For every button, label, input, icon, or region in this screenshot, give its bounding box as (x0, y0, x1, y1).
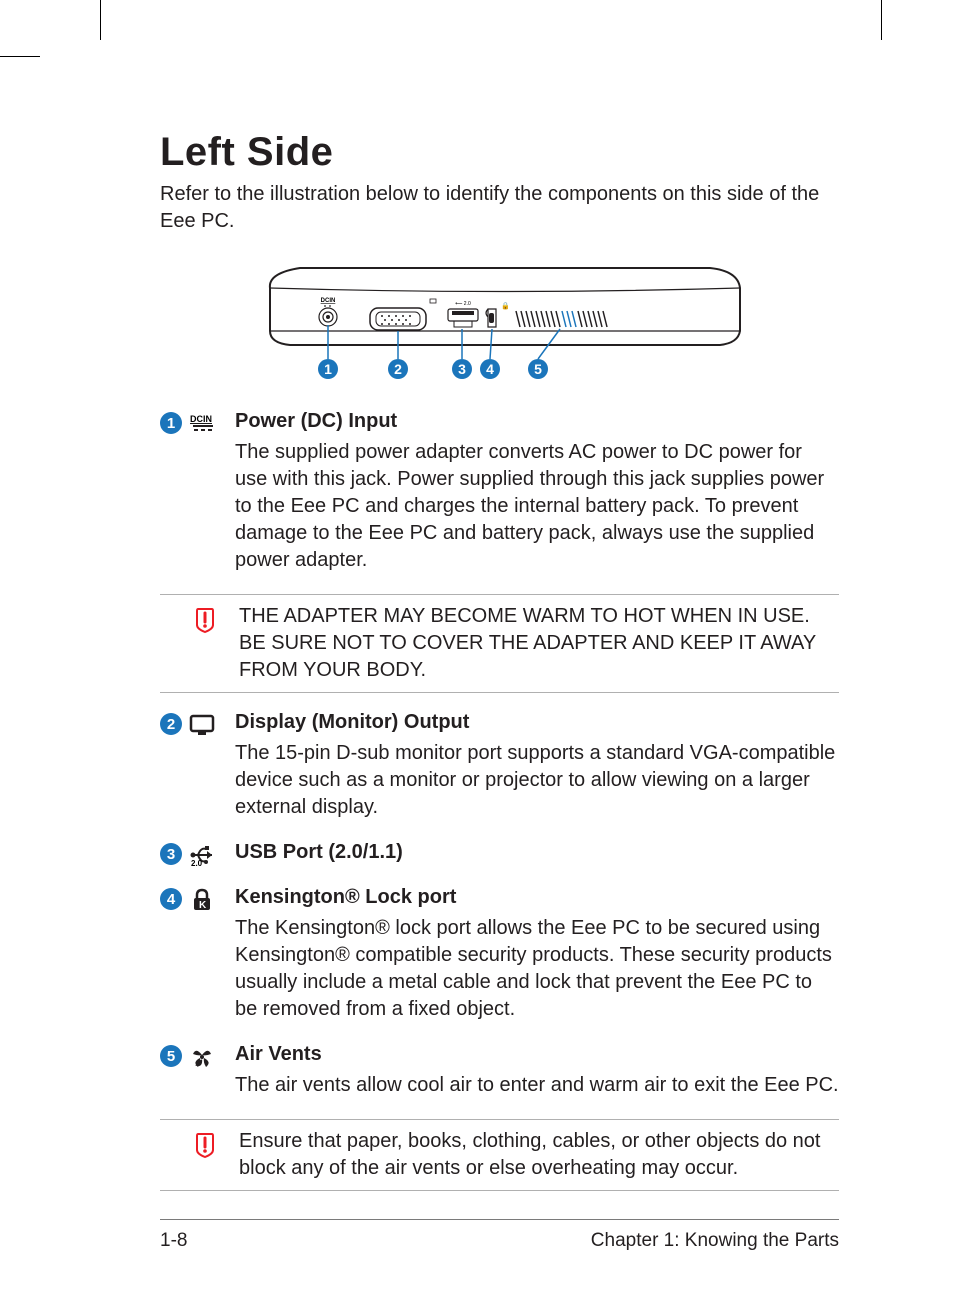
intro-text: Refer to the illustration below to ident… (160, 181, 839, 235)
side-diagram: DCIN ⟵ 2.0 🔒 (160, 253, 839, 388)
dcin-icon: DCIN (188, 412, 216, 436)
svg-text:DCIN: DCIN (190, 414, 212, 424)
item-title: Kensington® Lock port (235, 886, 839, 909)
item-title: USB Port (2.0/1.1) (235, 841, 839, 864)
item-2: 2 Display (Monitor) Output The 15-pin D-… (160, 711, 839, 835)
page-title: Left Side (160, 130, 839, 175)
item-3: 3 2.0 USB Port (2.0/1.1) (160, 841, 839, 880)
item-1: 1 DCIN Power (DC) Input The supplied pow… (160, 410, 839, 588)
warning-box: THE ADAPTER MAY BECOME WARM TO HOT WHEN … (160, 594, 839, 693)
item-badge: 4 (160, 888, 182, 910)
warning-icon (160, 603, 235, 684)
warning-text: THE ADAPTER MAY BECOME WARM TO HOT WHEN … (235, 603, 839, 684)
svg-text:🔒: 🔒 (501, 302, 510, 310)
item-title: Power (DC) Input (235, 410, 839, 433)
svg-text:4: 4 (486, 361, 494, 377)
svg-text:3: 3 (458, 361, 466, 377)
page-number: 1-8 (160, 1230, 187, 1252)
item-title: Display (Monitor) Output (235, 711, 839, 734)
svg-text:⟵ 2.0: ⟵ 2.0 (455, 301, 471, 307)
item-badge: 5 (160, 1045, 182, 1067)
lock-icon: K (188, 888, 216, 912)
item-badge: 3 (160, 843, 182, 865)
item-5: 5 Air Vents The air vents allow cool air… (160, 1043, 839, 1113)
item-title: Air Vents (235, 1043, 839, 1066)
svg-text:DCIN: DCIN (320, 298, 335, 304)
svg-text:K: K (199, 900, 207, 911)
item-badge: 2 (160, 713, 182, 735)
warning-box: Ensure that paper, books, clothing, cabl… (160, 1119, 839, 1191)
warning-text: Ensure that paper, books, clothing, cabl… (235, 1128, 839, 1182)
item-badge: 1 (160, 412, 182, 434)
svg-text:1: 1 (324, 361, 332, 377)
svg-text:2.0: 2.0 (191, 859, 203, 867)
svg-text:5: 5 (534, 361, 542, 377)
item-4: 4 K Kensington® Lock port The Kensington… (160, 886, 839, 1037)
item-body: The air vents allow cool air to enter an… (235, 1072, 839, 1099)
svg-text:2: 2 (394, 361, 402, 377)
item-body: The Kensington® lock port allows the Eee… (235, 915, 839, 1023)
monitor-icon (188, 713, 216, 737)
chapter-label: Chapter 1: Knowing the Parts (591, 1230, 839, 1252)
item-body: The supplied power adapter converts AC p… (235, 439, 839, 574)
fan-icon (188, 1045, 216, 1069)
usb-icon: 2.0 (188, 843, 216, 867)
footer-rule (160, 1219, 839, 1220)
warning-icon (160, 1128, 235, 1182)
item-body: The 15-pin D-sub monitor port supports a… (235, 740, 839, 821)
